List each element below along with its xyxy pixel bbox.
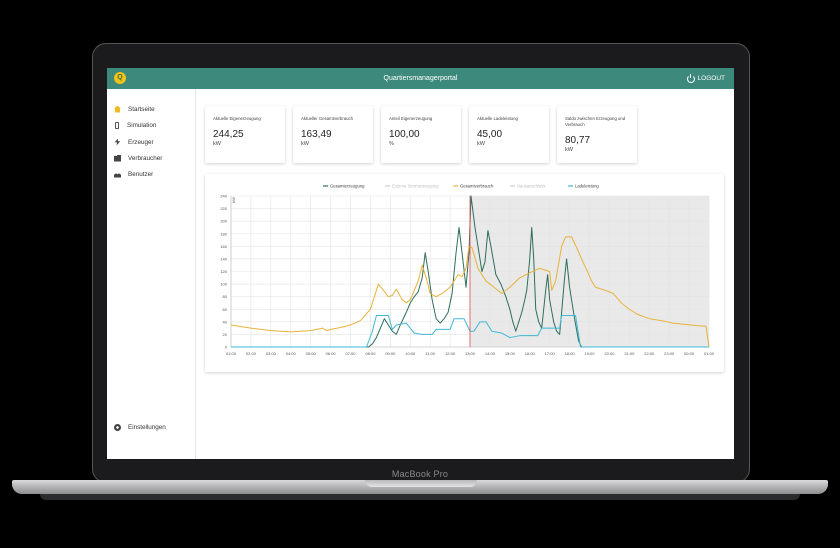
- kpi-unit: kW: [213, 141, 221, 147]
- y-tick-label: 240: [220, 194, 227, 199]
- y-tick-label: 140: [220, 256, 227, 261]
- sidebar-item-simulation[interactable]: Simulation: [114, 119, 156, 131]
- x-tick-label: 10:00: [405, 351, 416, 356]
- kpi-unit: kW: [477, 141, 485, 147]
- sidebar-item-label: Benutzer: [128, 170, 154, 178]
- legend-entry: Gesamterzeugung: [330, 184, 365, 189]
- kpi-unit: kW: [565, 147, 573, 153]
- phone-icon: [115, 121, 119, 129]
- energy-chart-card: 0 20 40 60 80 100 120 140 160 180 200 220 240 01:00 02…: [205, 174, 724, 372]
- x-tick-label: 06:00: [326, 351, 337, 356]
- y-tick-label: 160: [220, 244, 227, 249]
- app-screen: Q Quartiersmanagerportal LOGOUT Startsei…: [107, 68, 734, 459]
- x-tick-label: 11:00: [425, 351, 435, 356]
- x-tick-label: 22:00: [644, 351, 655, 356]
- device-label: MacBook Pro: [391, 469, 449, 479]
- x-tick-label: 21:00: [624, 351, 635, 356]
- sidebar-item-einstellungen[interactable]: Einstellungen: [114, 421, 166, 433]
- sidebar-item-verbraucher[interactable]: Verbraucher: [114, 152, 162, 164]
- x-tick-label: 01:00: [704, 351, 715, 356]
- y-tick-label: 60: [223, 307, 228, 312]
- logout-button[interactable]: LOGOUT: [686, 68, 725, 89]
- legend-entry: Ladeleistung: [575, 184, 599, 189]
- x-tick-label: 09:00: [385, 351, 396, 356]
- x-tick-label: 19:00: [584, 351, 595, 356]
- sidebar-item-label: Verbraucher: [128, 154, 163, 162]
- kpi-card-saldo: Saldo zwischen Erzeugung und Verbrauch 8…: [557, 106, 637, 163]
- y-tick-label: 220: [220, 206, 227, 211]
- kpi-card-anteil: Anteil Eigenerzeugung 100,00 %: [381, 106, 461, 163]
- home-icon: [114, 105, 121, 113]
- sidebar: Startseite Simulation Erzeuger Verbrauch…: [107, 89, 196, 459]
- power-icon: [686, 73, 695, 83]
- x-tick-label: 04:00: [286, 351, 297, 356]
- kpi-value: 80,77: [565, 135, 591, 146]
- gear-icon: [114, 423, 121, 431]
- kpi-label: Aktuelle Ladeleistung: [477, 116, 518, 121]
- x-tick-label: 16:00: [525, 351, 536, 356]
- laptop-notch: [365, 480, 477, 487]
- x-tick-label: 23:00: [664, 351, 675, 356]
- y-tick-label: 200: [220, 219, 227, 224]
- x-tick-label: 14:00: [485, 351, 496, 356]
- y-tick-label: 100: [220, 282, 227, 287]
- kpi-value: 45,00: [477, 129, 503, 140]
- sidebar-item-label: Einstellungen: [128, 423, 166, 431]
- users-icon: [114, 173, 121, 178]
- laptop-base: [12, 480, 828, 494]
- x-tick-label: 17:00: [545, 351, 556, 356]
- x-tick-label: 02:00: [246, 351, 257, 356]
- x-tick-label: 00:00: [684, 351, 695, 356]
- app-bar: Q Quartiersmanagerportal LOGOUT: [107, 68, 734, 89]
- sidebar-item-startseite[interactable]: Startseite: [114, 103, 155, 115]
- x-tick-label: 18:00: [565, 351, 576, 356]
- building-icon: [114, 154, 121, 162]
- sidebar-item-label: Erzeuger: [128, 138, 154, 146]
- laptop-base-shadow: [40, 494, 800, 500]
- sidebar-item-benutzer[interactable]: Benutzer: [114, 168, 153, 180]
- energy-chart: 0 20 40 60 80 100 120 140 160 180 200 220 240 01:00 02…: [220, 184, 715, 357]
- x-tick-label: 12:00: [445, 351, 456, 356]
- series-line-gesamtverbrauch: [230, 236, 710, 348]
- app-title: Quartiersmanagerportal: [383, 75, 458, 82]
- x-tick-label: 07:00: [345, 351, 356, 356]
- series-line-gesamterzeugung: [231, 195, 709, 348]
- x-tick-label: 13:00: [465, 351, 476, 356]
- legend-entry: Hausanschluss: [517, 184, 545, 189]
- kpi-card-gesamtverbrauch: Aktueller Gesamtverbrauch 163,49 kW: [293, 106, 373, 163]
- legend-entry: Externe Stromerzeugung: [392, 184, 439, 189]
- kpi-value: 100,00: [389, 129, 420, 140]
- sidebar-item-label: Startseite: [128, 105, 155, 113]
- kpi-value: 163,49: [301, 129, 332, 140]
- logout-label: LOGOUT: [697, 75, 725, 82]
- kpi-unit: %: [389, 141, 394, 147]
- kpi-label: Saldo zwischen Erzeugung und Verbrauch: [565, 116, 626, 127]
- sidebar-item-label: Simulation: [127, 121, 157, 129]
- y-axis-label: kW: [231, 197, 236, 203]
- app-logo[interactable]: Q: [114, 72, 126, 84]
- bolt-icon: [114, 138, 121, 146]
- y-tick-label: 0: [225, 345, 228, 350]
- sidebar-item-erzeuger[interactable]: Erzeuger: [114, 136, 154, 148]
- y-tick-label: 40: [223, 319, 228, 324]
- y-tick-label: 20: [223, 332, 228, 337]
- kpi-value: 244,25: [213, 129, 244, 140]
- x-tick-label: 08:00: [365, 351, 376, 356]
- kpi-label: Aktuelle Eigenerzeugung: [213, 116, 261, 121]
- x-tick-label: 20:00: [604, 351, 615, 356]
- kpi-card-ladeleistung: Aktuelle Ladeleistung 45,00 kW: [469, 106, 549, 163]
- legend-entry: Gesamtverbrauch: [460, 184, 494, 189]
- y-tick-label: 180: [220, 231, 227, 236]
- kpi-label: Anteil Eigenerzeugung: [389, 116, 433, 121]
- kpi-label: Aktueller Gesamtverbrauch: [301, 116, 354, 121]
- x-tick-label: 03:00: [266, 351, 277, 356]
- y-tick-label: 120: [220, 269, 227, 274]
- y-tick-label: 80: [223, 294, 228, 299]
- collapse-sidebar-button[interactable]: ‹: [177, 457, 180, 459]
- kpi-card-eigenerzeugung: Aktuelle Eigenerzeugung 244,25 kW: [205, 106, 285, 163]
- x-tick-label: 05:00: [306, 351, 317, 356]
- kpi-unit: kW: [301, 141, 309, 147]
- x-tick-label: 01:00: [226, 351, 237, 356]
- x-tick-label: 15:00: [505, 351, 516, 356]
